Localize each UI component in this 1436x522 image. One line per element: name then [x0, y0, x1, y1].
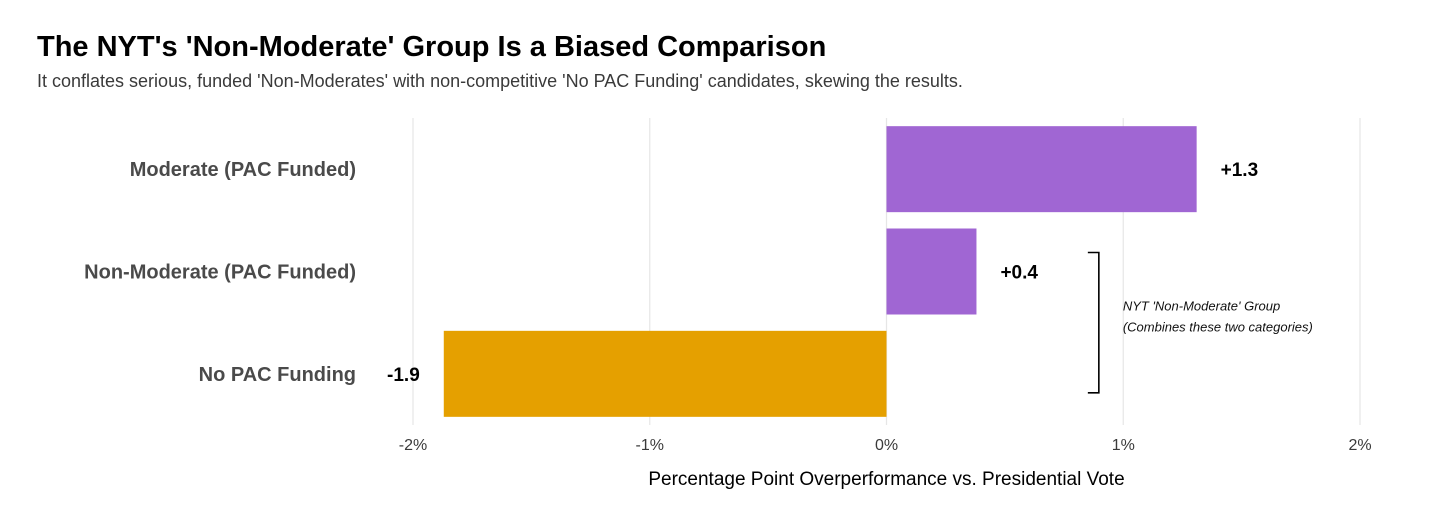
category-label: Moderate (PAC Funded) [130, 159, 356, 181]
category-label: No PAC Funding [199, 364, 356, 386]
annotation-text: (Combines these two categories) [1123, 320, 1313, 335]
chart-title: The NYT's 'Non-Moderate' Group Is a Bias… [37, 31, 827, 63]
x-tick-label: -1% [636, 437, 664, 454]
annotation-text: NYT 'Non-Moderate' Group [1123, 299, 1280, 314]
x-tick-label: 0% [875, 437, 898, 454]
category-label: Non-Moderate (PAC Funded) [84, 262, 356, 284]
chart-subtitle: It conflates serious, funded 'Non-Modera… [37, 71, 963, 91]
data-label: +0.4 [1000, 263, 1038, 284]
x-tick-label: 2% [1348, 437, 1371, 454]
x-tick-label: 1% [1112, 437, 1135, 454]
x-tick-label: -2% [399, 437, 427, 454]
bar [886, 126, 1197, 213]
x-axis-title: Percentage Point Overperformance vs. Pre… [648, 469, 1124, 490]
bar [443, 330, 887, 417]
annotation-bracket [1087, 251, 1100, 394]
data-label: +1.3 [1221, 160, 1259, 181]
data-label: -1.9 [387, 365, 420, 386]
bar [886, 228, 977, 315]
